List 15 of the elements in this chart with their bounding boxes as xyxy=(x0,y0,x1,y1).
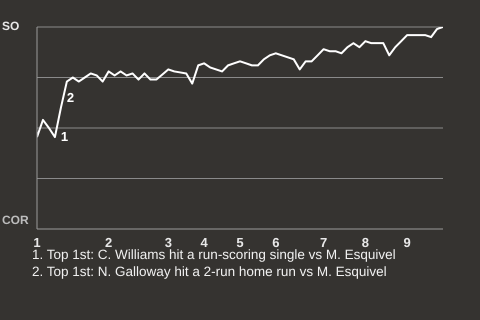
text: SO xyxy=(2,19,20,33)
x-tick-label: 3 xyxy=(164,235,172,250)
annotation: 1 xyxy=(60,129,68,144)
x-tick-label: 4 xyxy=(200,235,209,250)
annotation: 2 xyxy=(66,90,74,105)
text: 2. Top 1st: N. Galloway hit a 2-run home run vs M. Esquivel xyxy=(32,263,388,280)
x-tick-label: 2 xyxy=(105,235,112,250)
x-tick-label: 8 xyxy=(362,235,369,250)
x-tick-label: 5 xyxy=(236,235,244,250)
x-tick-label: 9 xyxy=(404,235,411,250)
x-tick-label: 7 xyxy=(320,235,328,250)
x-tick-label: 6 xyxy=(272,235,280,250)
text: COR xyxy=(2,213,29,227)
x-tick-label: 1 xyxy=(33,235,41,250)
text: 1. Top 1st: C. Williams hit a run-scoring single vs M. Esquivel xyxy=(32,247,396,263)
